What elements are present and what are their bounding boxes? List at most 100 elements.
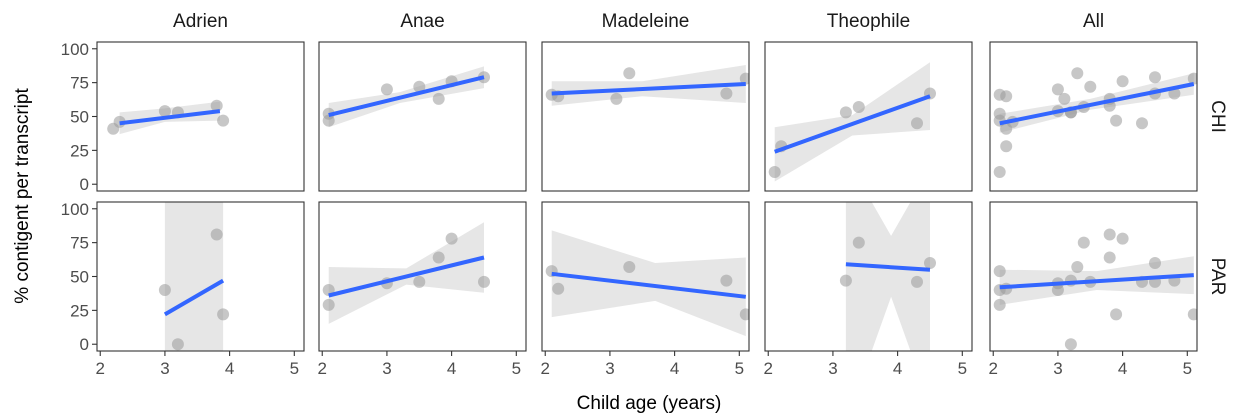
regression-line <box>999 273 1194 290</box>
data-point <box>210 99 223 112</box>
y-tick-label: 50 <box>70 108 89 127</box>
panel-border <box>989 201 1198 352</box>
data-point <box>1149 71 1161 84</box>
data-point <box>993 298 1006 311</box>
x-tick-label: 2 <box>541 359 550 378</box>
data-point <box>1071 261 1084 273</box>
x-tick-label: 2 <box>318 359 327 378</box>
x-tick-label: 2 <box>989 359 998 378</box>
data-point <box>1110 308 1123 321</box>
x-tick-label: 5 <box>1183 359 1192 378</box>
panel-plot-area <box>322 66 490 128</box>
x-tick-label: 5 <box>735 359 744 378</box>
y-tick-label: 0 <box>80 335 89 354</box>
strip-label-all: All <box>1083 11 1104 32</box>
regression-line <box>774 94 931 154</box>
panel-plot-area <box>545 230 749 337</box>
panel-anae-par <box>318 201 527 352</box>
y-tick-label: 25 <box>70 141 89 160</box>
data-point <box>623 261 636 273</box>
data-point <box>380 83 393 96</box>
regression-line <box>119 109 221 126</box>
data-point <box>171 338 184 351</box>
data-point <box>1000 140 1013 153</box>
x-tick-label: 4 <box>670 359 679 378</box>
panel-plot-area <box>768 62 936 182</box>
data-point <box>739 308 749 321</box>
data-point <box>768 166 781 178</box>
data-point <box>839 274 852 287</box>
panel-border <box>318 41 527 192</box>
regression-line <box>328 255 485 298</box>
data-point <box>1149 257 1161 269</box>
panel-adrien-par <box>96 201 305 352</box>
data-point <box>158 105 171 118</box>
panel-plot-area <box>839 202 936 351</box>
confidence-band <box>551 230 746 337</box>
panel-border <box>318 201 527 352</box>
panel-madeleine-chi <box>541 41 750 192</box>
data-point <box>1136 117 1148 130</box>
data-point <box>1187 308 1197 321</box>
y-tick-label: 25 <box>70 301 89 320</box>
data-point <box>217 114 230 127</box>
y-tick-label: 50 <box>70 268 89 287</box>
data-point <box>1071 67 1084 80</box>
data-point <box>1103 251 1116 264</box>
panels-layer <box>96 41 1198 352</box>
panel-plot-area <box>107 99 230 135</box>
x-tick-label: 5 <box>290 359 299 378</box>
data-point <box>911 117 923 130</box>
y-tick-label: 75 <box>70 234 89 253</box>
regression-line <box>999 82 1195 126</box>
data-point <box>720 87 733 100</box>
confidence-band <box>551 65 746 106</box>
confidence-band <box>845 202 930 351</box>
data-point <box>158 284 171 296</box>
panel-madeleine-par <box>541 201 750 352</box>
panel-plot-area <box>993 228 1197 351</box>
data-point <box>993 166 1006 178</box>
strip-label-anae: Anae <box>400 11 444 32</box>
data-point <box>1077 236 1090 249</box>
panel-adrien-chi <box>96 41 305 192</box>
data-point <box>210 228 223 241</box>
data-point <box>478 275 490 288</box>
panel-plot-area <box>158 202 230 351</box>
x-tick-label: 4 <box>1118 359 1127 378</box>
data-point <box>839 106 852 119</box>
data-point <box>322 114 335 127</box>
data-point <box>610 92 623 105</box>
x-tick-label: 5 <box>512 359 521 378</box>
strip-label-adrien: Adrien <box>173 11 228 32</box>
data-point <box>322 298 335 311</box>
strips-layer: Adrien Anae Madeleine Theophile All CHI PAR <box>173 11 1228 295</box>
x-tick-label: 2 <box>764 359 773 378</box>
panel-theophile-par <box>764 201 973 352</box>
panel-border <box>541 41 750 192</box>
data-point <box>432 92 445 105</box>
data-point <box>552 282 565 295</box>
panel-plot-area <box>545 65 749 106</box>
y-tick-label: 75 <box>70 74 89 93</box>
regression-line <box>845 262 931 272</box>
confidence-band <box>164 202 224 351</box>
panel-all-chi <box>989 41 1198 192</box>
confidence-band <box>328 222 484 324</box>
data-point <box>445 232 458 245</box>
data-point <box>739 72 749 85</box>
regression-line <box>328 75 485 118</box>
x-tick-label: 3 <box>1053 359 1062 378</box>
data-point <box>432 251 445 264</box>
x-tick-label: 5 <box>958 359 967 378</box>
x-tick-label: 3 <box>828 359 837 378</box>
data-point <box>1051 83 1064 96</box>
panel-border <box>764 201 973 352</box>
data-point <box>413 275 426 288</box>
data-point <box>1110 114 1123 127</box>
x-tick-label: 3 <box>160 359 169 378</box>
y-axis-title: % contigent per transcript <box>12 88 33 304</box>
data-point <box>1064 338 1077 351</box>
x-tick-label: 4 <box>225 359 234 378</box>
data-point <box>911 275 923 288</box>
